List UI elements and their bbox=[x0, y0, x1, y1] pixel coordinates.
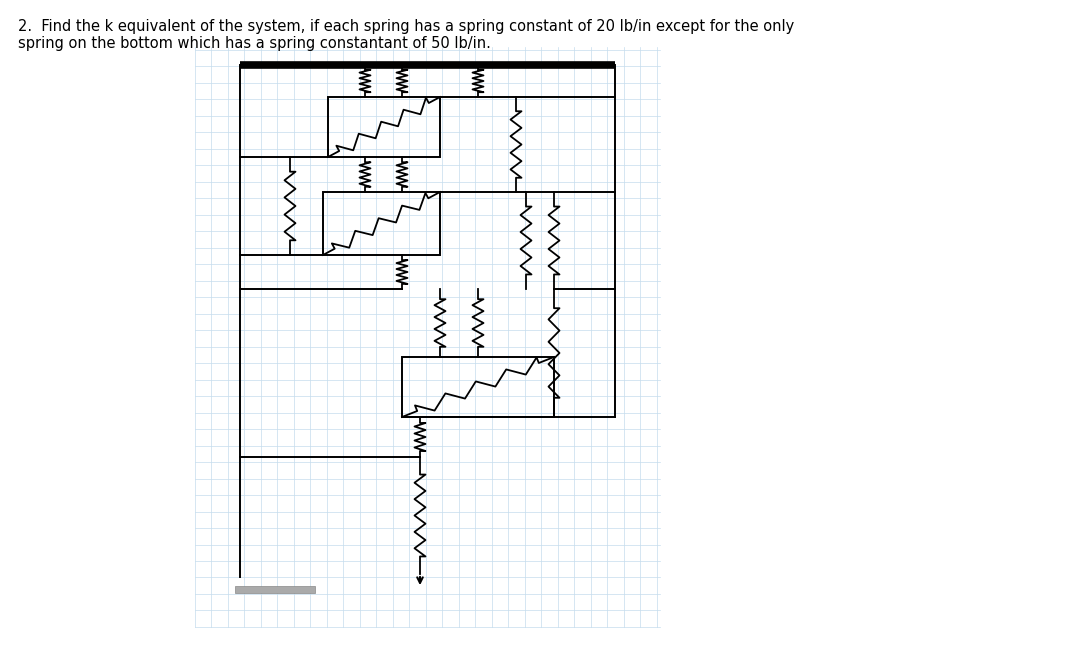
Text: 2.  Find the k equivalent of the system, if each spring has a spring constant of: 2. Find the k equivalent of the system, … bbox=[18, 19, 794, 51]
Bar bbox=[328, 97, 440, 157]
Bar bbox=[235, 586, 315, 593]
Bar bbox=[323, 192, 440, 255]
Bar bbox=[402, 357, 554, 417]
